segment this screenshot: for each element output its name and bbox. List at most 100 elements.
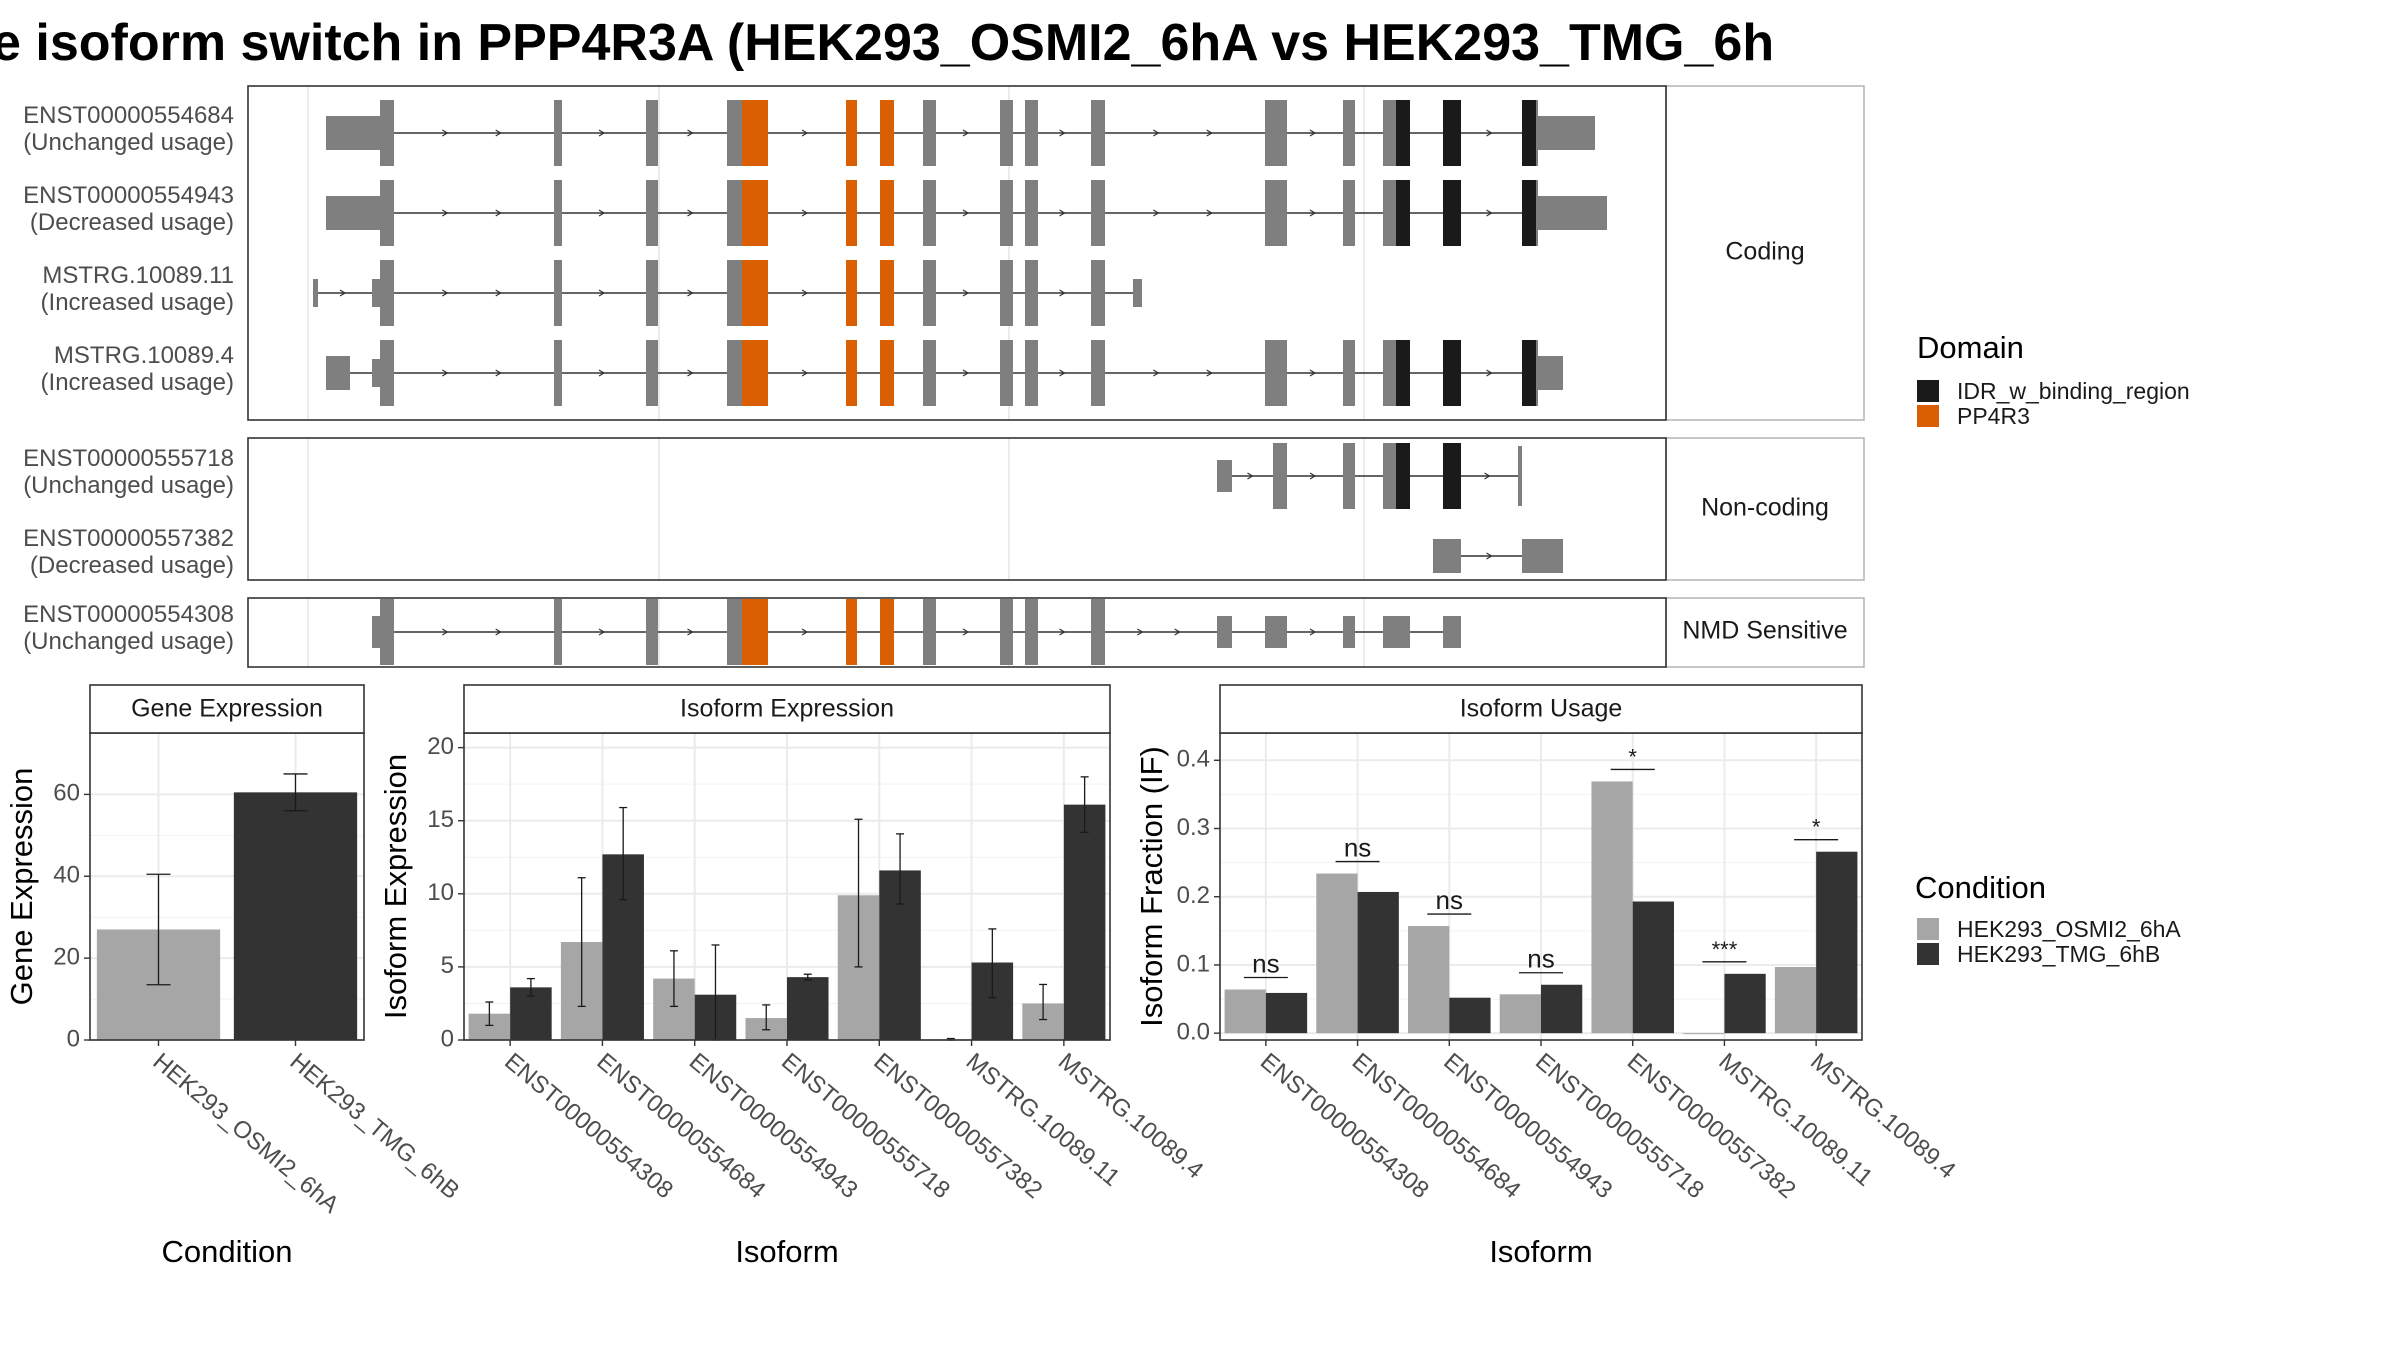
intron-arrow bbox=[1309, 472, 1317, 480]
exon bbox=[1538, 116, 1595, 150]
exon bbox=[372, 279, 380, 307]
exon bbox=[727, 340, 742, 406]
x-axis-title: Isoform bbox=[735, 1234, 838, 1269]
exon bbox=[1396, 340, 1410, 406]
exon bbox=[646, 180, 658, 246]
exon bbox=[880, 340, 894, 406]
transcript-id-label: ENST00000554308 bbox=[23, 601, 234, 628]
structure-panel-border bbox=[247, 597, 1667, 668]
significance-label: *** bbox=[1712, 937, 1738, 962]
exon bbox=[1265, 340, 1287, 406]
domain-legend-swatch bbox=[1917, 380, 1939, 402]
intron-arrow bbox=[1153, 369, 1160, 377]
intron-arrow bbox=[1484, 472, 1491, 480]
exon bbox=[1265, 616, 1287, 648]
exon bbox=[1091, 260, 1105, 326]
exon bbox=[1443, 443, 1461, 509]
exon bbox=[1522, 180, 1536, 246]
intron-arrow bbox=[962, 209, 970, 217]
exon bbox=[1383, 616, 1410, 648]
exon bbox=[554, 100, 562, 166]
panel-strip-title: Isoform Usage bbox=[1460, 695, 1623, 723]
intron-arrow bbox=[1486, 552, 1493, 560]
x-tick-label: ENST00000557382 bbox=[868, 1048, 1047, 1204]
y-tick-label: 60 bbox=[53, 780, 80, 807]
intron-arrow bbox=[801, 289, 809, 297]
intron-arrow bbox=[598, 289, 606, 297]
y-tick-label: 0 bbox=[67, 1025, 80, 1052]
exon bbox=[846, 260, 857, 326]
intron-arrow bbox=[598, 129, 606, 137]
transcript-usage-label: (Unchanged usage) bbox=[23, 129, 234, 156]
exon bbox=[1522, 539, 1563, 573]
exon bbox=[646, 340, 658, 406]
exon bbox=[1091, 100, 1105, 166]
panel-strip-title: Gene Expression bbox=[131, 695, 323, 723]
intron-arrow bbox=[1309, 369, 1317, 377]
exon bbox=[1396, 100, 1410, 166]
y-tick-label: 0.4 bbox=[1177, 746, 1210, 773]
x-tick-label: ENST00000557382 bbox=[1622, 1048, 1801, 1204]
exon bbox=[1443, 616, 1461, 648]
bar bbox=[233, 792, 358, 1040]
intron-arrow bbox=[442, 369, 449, 377]
condition-legend-label: HEK293_OSMI2_6hA bbox=[1957, 916, 2181, 942]
intron-arrow bbox=[687, 209, 694, 217]
exon bbox=[380, 180, 394, 246]
intron-arrow bbox=[1059, 628, 1066, 636]
exon bbox=[1000, 180, 1013, 246]
intron-arrow bbox=[598, 369, 606, 377]
facet-strip bbox=[1665, 85, 1865, 421]
y-tick-label: 0.2 bbox=[1177, 882, 1210, 909]
exon bbox=[1383, 180, 1396, 246]
intron-arrow bbox=[1059, 209, 1066, 217]
exon bbox=[742, 100, 768, 166]
exon bbox=[1383, 340, 1396, 406]
transcript-usage-label: (Unchanged usage) bbox=[23, 472, 234, 499]
transcript-usage-label: (Decreased usage) bbox=[30, 552, 234, 579]
exon bbox=[1396, 443, 1410, 509]
exon bbox=[380, 340, 394, 406]
exon bbox=[554, 340, 562, 406]
exon bbox=[646, 260, 658, 326]
significance-label: ns bbox=[1252, 949, 1279, 979]
exon bbox=[1443, 340, 1461, 406]
exon bbox=[1343, 180, 1355, 246]
exon bbox=[742, 599, 768, 665]
bar bbox=[1063, 804, 1106, 1040]
domain-legend-title: Domain bbox=[1917, 330, 2024, 365]
exon bbox=[1522, 340, 1536, 406]
significance-label: * bbox=[1812, 815, 1821, 840]
intron-arrow bbox=[962, 289, 970, 297]
intron-arrow bbox=[1309, 209, 1317, 217]
exon bbox=[380, 599, 394, 665]
exon bbox=[554, 180, 562, 246]
structure-panel-bg bbox=[248, 438, 1666, 580]
significance-label: ns bbox=[1527, 944, 1554, 974]
exon bbox=[1000, 100, 1013, 166]
intron-arrow bbox=[442, 129, 449, 137]
facet-label: NMD Sensitive bbox=[1682, 617, 1847, 645]
exon bbox=[646, 100, 658, 166]
exon bbox=[923, 100, 936, 166]
exon bbox=[380, 100, 394, 166]
transcript-usage-label: (Decreased usage) bbox=[30, 209, 234, 236]
exon bbox=[1536, 180, 1538, 246]
exon bbox=[742, 340, 768, 406]
exon bbox=[1000, 260, 1013, 326]
transcript-id-label: MSTRG.10089.4 bbox=[54, 342, 234, 369]
intron-arrow bbox=[962, 628, 970, 636]
intron-arrow bbox=[598, 628, 606, 636]
y-tick-label: 15 bbox=[427, 806, 454, 833]
exon bbox=[1343, 443, 1355, 509]
intron-arrow bbox=[495, 369, 502, 377]
structure-panel-bg bbox=[248, 86, 1666, 420]
x-tick-label: ENST00000554684 bbox=[1347, 1048, 1526, 1204]
bar bbox=[1499, 994, 1541, 1034]
structure-panel-border bbox=[247, 85, 1667, 421]
facet-label: Coding bbox=[1725, 238, 1804, 266]
y-axis-title: Gene Expression bbox=[4, 768, 39, 1006]
exon bbox=[372, 616, 380, 648]
intron-arrow bbox=[1486, 209, 1493, 217]
